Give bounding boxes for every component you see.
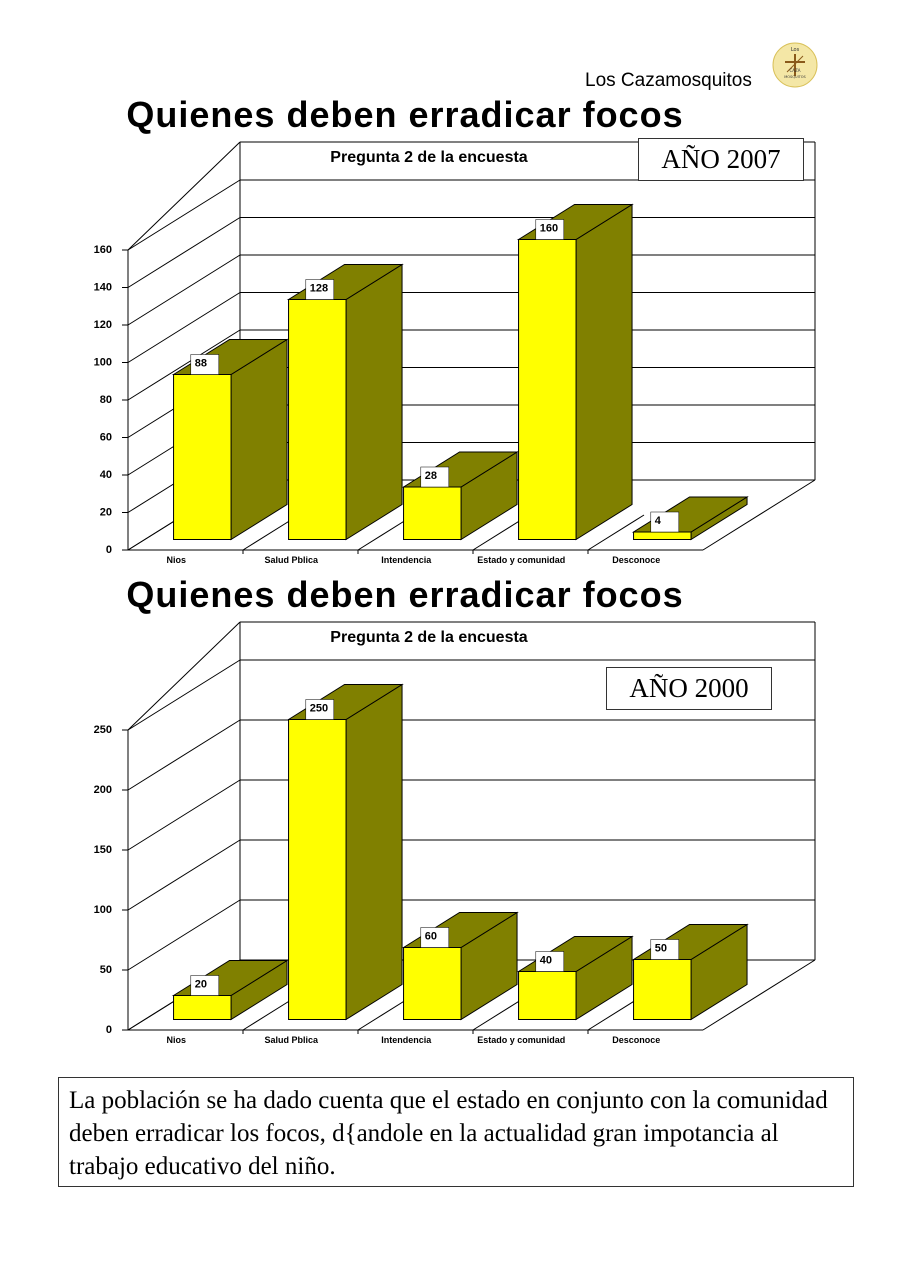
bar-4 — [633, 531, 692, 540]
x-tick-label-3: Estado y comunidad — [477, 555, 565, 565]
data-label-box-0 — [190, 354, 220, 375]
data-label-2: 28 — [425, 470, 437, 482]
y-tick-label: 60 — [100, 432, 112, 444]
x-tick-label-1: Salud Pblica — [265, 555, 320, 565]
y-tick-label: 200 — [94, 784, 112, 796]
floor-right — [702, 479, 816, 551]
y-tick-label: 0 — [106, 1024, 112, 1036]
data-label-box-2 — [420, 927, 450, 948]
data-label-0: 88 — [195, 358, 207, 370]
y-tick-label: 160 — [94, 244, 112, 256]
x-tick-label-1: Salud Pblica — [265, 1035, 320, 1045]
y-tick-label: 0 — [106, 544, 112, 556]
data-label-3: 40 — [540, 955, 552, 967]
gridline-side — [127, 292, 241, 363]
bar-0 — [173, 995, 232, 1020]
y-tick-label: 50 — [100, 964, 112, 976]
chart-subtitle: Pregunta 2 de la encuesta — [330, 629, 528, 646]
y-tick-label: 140 — [94, 282, 112, 294]
chart-2007: Quienes deben erradicar focos Pregunta 2 … — [94, 94, 816, 565]
x-tick-label-4: Desconoce — [612, 1035, 660, 1045]
data-label-box-0 — [190, 975, 220, 996]
data-label-box-4 — [650, 511, 680, 533]
bar-4 — [633, 959, 692, 1020]
bar-0 — [173, 374, 232, 540]
data-label-1: 250 — [310, 703, 328, 715]
bar-1 — [288, 719, 347, 1020]
bar-3 — [518, 239, 577, 540]
y-tick-label: 120 — [94, 319, 112, 331]
chart-title: Quienes deben erradicar focos — [126, 574, 683, 615]
floor-divider — [587, 514, 645, 551]
x-tick-label-4: Desconoce — [612, 555, 660, 565]
x-tick-label-2: Intendencia — [381, 1035, 432, 1045]
side-wall-top — [127, 141, 241, 251]
data-label-box-3 — [535, 951, 565, 972]
side-wall-top — [127, 621, 241, 731]
gridline-side — [127, 839, 241, 911]
data-label-1: 128 — [310, 283, 328, 295]
gridline-side — [127, 329, 241, 401]
data-label-3: 160 — [540, 223, 558, 235]
y-tick-label: 80 — [100, 394, 112, 406]
x-tick-label-3: Estado y comunidad — [477, 1035, 565, 1045]
y-tick-label: 250 — [94, 724, 112, 736]
y-tick-label: 100 — [94, 904, 112, 916]
logo-icon: Los CAZA MOSQUITOS — [772, 42, 818, 88]
gridline-side — [127, 719, 241, 791]
year-label-2007: AÑO 2007 — [638, 138, 804, 181]
data-label-2: 60 — [425, 931, 437, 943]
logo-text-mid: CAZA — [789, 68, 800, 73]
data-label-4: 4 — [655, 515, 662, 527]
bar-side-1 — [345, 263, 403, 541]
data-label-box-3 — [535, 219, 565, 240]
data-label-box-1 — [305, 699, 335, 720]
bar-2 — [403, 947, 462, 1020]
chart-2000: Quienes deben erradicar focos Pregunta 2 … — [94, 574, 816, 1045]
data-label-box-2 — [420, 466, 450, 488]
brand-name: Los Cazamosquitos — [585, 70, 752, 91]
data-label-0: 20 — [195, 979, 207, 991]
logo-text-bottom: MOSQUITOS — [784, 75, 806, 79]
x-tick-label-0: Nios — [167, 1035, 187, 1045]
bar-side-3 — [575, 203, 633, 541]
y-tick-label: 40 — [100, 469, 112, 481]
y-tick-label: 20 — [100, 507, 112, 519]
chart-title: Quienes deben erradicar focos — [126, 94, 683, 135]
gridline-side — [127, 899, 241, 971]
y-tick-label: 150 — [94, 844, 112, 856]
data-label-box-1 — [305, 279, 335, 300]
gridline-side — [127, 254, 241, 326]
gridline-side — [127, 179, 241, 251]
gridline-side — [127, 217, 241, 288]
logo-text-top: Los — [791, 47, 800, 53]
caption-text: La población se ha dado cuenta que el es… — [58, 1077, 854, 1187]
x-tick-label-2: Intendencia — [381, 555, 432, 565]
chart-subtitle: Pregunta 2 de la encuesta — [330, 149, 528, 166]
floor-right — [702, 959, 816, 1031]
year-label-2000: AÑO 2000 — [606, 667, 772, 710]
bar-1 — [288, 299, 347, 540]
bar-3 — [518, 971, 577, 1020]
bar-side-1 — [345, 683, 403, 1021]
gridline-side — [127, 779, 241, 851]
gridline-side — [127, 659, 241, 731]
data-label-4: 50 — [655, 943, 667, 955]
data-label-box-4 — [650, 939, 680, 960]
x-tick-label-0: Nios — [167, 555, 187, 565]
y-tick-label: 100 — [94, 357, 112, 369]
bar-2 — [403, 486, 462, 540]
